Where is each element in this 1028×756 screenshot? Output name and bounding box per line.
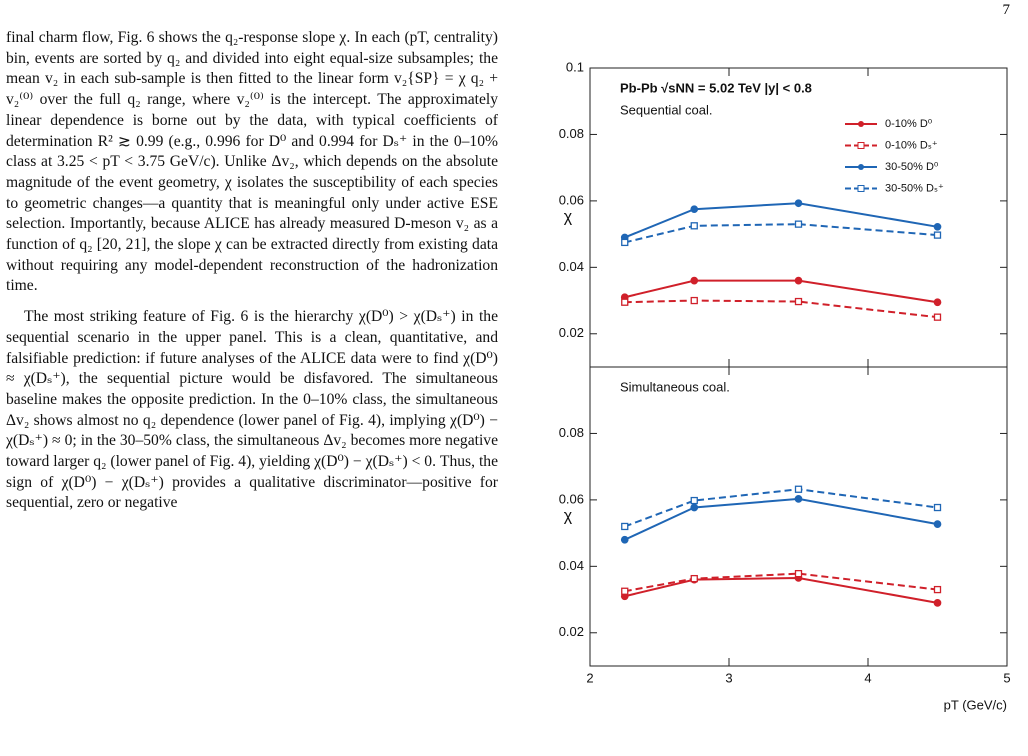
marker [933, 585, 942, 594]
legend-label: 30-50% Dₛ⁺ [885, 182, 944, 194]
page-number: 7 [1002, 2, 1011, 18]
marker [621, 238, 629, 247]
y-tick-label: 0.06 [559, 192, 584, 207]
x-tick-label: 2 [586, 670, 593, 685]
marker [794, 199, 803, 208]
marker [933, 599, 942, 607]
marker [621, 298, 629, 306]
marker [621, 522, 629, 531]
annotation: Pb-Pb √sNN = 5.02 TeV |y| < 0.8 [620, 80, 812, 95]
series-line [624, 202, 938, 239]
legend-label: 0-10% D⁰ [885, 118, 933, 130]
x-tick-label: 3 [725, 670, 732, 685]
legend-label: 30-50% D⁰ [885, 161, 939, 173]
y-tick-label: 0.08 [559, 126, 584, 141]
x-tick-label: 5 [1003, 670, 1010, 685]
marker [690, 205, 699, 214]
series-line [624, 497, 938, 541]
text-column: final charm flow, Fig. 6 shows the q₂-re… [6, 28, 498, 524]
marker [690, 496, 698, 505]
y-tick-label: 0.06 [559, 491, 584, 506]
y-tick-label: 0.1 [566, 59, 584, 74]
marker [933, 231, 942, 239]
y-tick-label: 0.08 [559, 425, 584, 440]
marker [794, 276, 803, 285]
legend-label: 0-10% Dₛ⁺ [885, 139, 938, 151]
marker [621, 587, 629, 595]
legend-marker [857, 185, 865, 192]
marker [933, 298, 942, 307]
series-line [624, 576, 938, 604]
marker [690, 276, 699, 285]
y-axis-label: χ [564, 508, 573, 525]
marker [690, 503, 699, 512]
panel-label: Simultaneous coal. [620, 379, 730, 394]
marker [690, 574, 698, 583]
paragraph: final charm flow, Fig. 6 shows the q₂-re… [6, 29, 498, 295]
panel-label: Sequential coal. [620, 102, 713, 117]
series-line [624, 488, 938, 528]
marker [690, 222, 698, 230]
marker [933, 520, 942, 528]
marker [794, 485, 803, 493]
plot-frame [589, 366, 1008, 667]
marker [794, 297, 803, 306]
marker [794, 495, 803, 503]
series-line [624, 299, 938, 319]
series-line [624, 572, 938, 593]
series-line [624, 223, 938, 244]
y-tick-label: 0.02 [559, 325, 584, 340]
series-line [624, 279, 938, 304]
marker [620, 535, 629, 544]
marker [794, 569, 803, 578]
x-axis-label: pT (GeV/c) [944, 697, 1007, 712]
legend-marker [857, 142, 865, 149]
marker [933, 222, 942, 231]
x-tick-label: 4 [864, 670, 871, 685]
legend-marker [858, 164, 864, 170]
marker [794, 220, 803, 228]
marker [690, 296, 698, 305]
marker [933, 313, 942, 321]
legend-marker [858, 121, 864, 127]
marker [933, 503, 942, 512]
paragraph: The most striking feature of Fig. 6 is t… [6, 308, 498, 512]
y-tick-label: 0.04 [559, 558, 584, 573]
y-axis-label: χ [564, 209, 573, 226]
y-tick-label: 0.02 [559, 624, 584, 639]
y-tick-label: 0.04 [559, 259, 584, 274]
